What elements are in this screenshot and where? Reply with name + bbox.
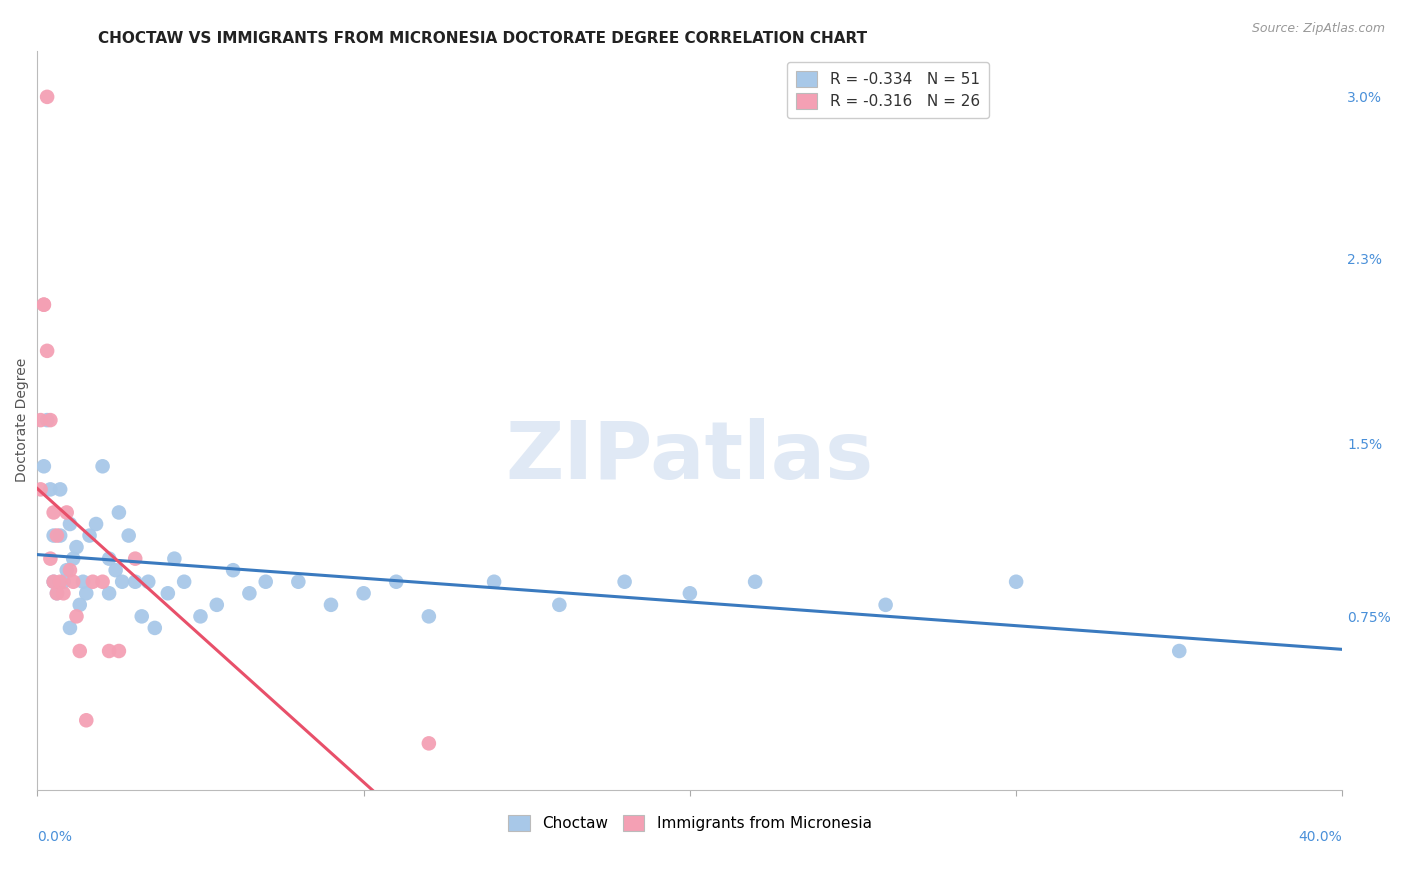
Point [84,516,107,531]
Point [62,551,84,566]
Point [59,621,82,635]
Y-axis label: Doctorate Degree: Doctorate Degree [15,358,30,483]
Point [163,551,186,566]
Point [62,574,84,589]
Legend: Choctaw, Immigrants from Micronesia: Choctaw, Immigrants from Micronesia [502,809,877,838]
Point [482,574,505,589]
Point [39,413,62,427]
Point [205,598,228,612]
Point [1168,644,1191,658]
Point [75,713,97,727]
Point [49,574,72,589]
Point [37,343,59,358]
Text: 40.0%: 40.0% [1299,830,1343,844]
Point [875,598,897,612]
Point [82,574,104,589]
Point [238,586,260,600]
Point [45,586,67,600]
Point [548,598,571,612]
Text: Source: ZipAtlas.com: Source: ZipAtlas.com [1251,22,1385,36]
Point [59,516,82,531]
Point [108,644,131,658]
Point [69,598,91,612]
Point [98,644,121,658]
Point [65,540,87,554]
Point [55,506,77,520]
Point [91,574,114,589]
Point [59,563,82,577]
Point [37,413,59,427]
Point [42,506,65,520]
Point [72,574,94,589]
Point [131,609,153,624]
Point [79,528,101,542]
Point [1005,574,1028,589]
Point [49,528,72,542]
Point [65,609,87,624]
Point [42,574,65,589]
Text: ZIPatlas: ZIPatlas [506,418,875,496]
Point [319,598,342,612]
Point [39,551,62,566]
Point [143,621,166,635]
Point [136,574,159,589]
Point [124,574,146,589]
Point [69,644,91,658]
Point [52,586,75,600]
Point [30,483,52,497]
Point [98,551,121,566]
Point [32,298,55,312]
Point [108,506,131,520]
Point [45,586,67,600]
Point [222,563,245,577]
Point [55,563,77,577]
Point [124,551,146,566]
Point [613,574,636,589]
Point [353,586,375,600]
Point [32,459,55,474]
Point [104,563,127,577]
Point [254,574,277,589]
Point [418,609,440,624]
Point [52,574,75,589]
Point [190,609,212,624]
Point [744,574,766,589]
Point [385,574,408,589]
Point [30,413,52,427]
Text: CHOCTAW VS IMMIGRANTS FROM MICRONESIA DOCTORATE DEGREE CORRELATION CHART: CHOCTAW VS IMMIGRANTS FROM MICRONESIA DO… [98,31,868,46]
Point [98,586,121,600]
Point [118,528,141,542]
Text: 0.0%: 0.0% [38,830,72,844]
Point [91,459,114,474]
Point [49,483,72,497]
Point [42,574,65,589]
Point [75,586,97,600]
Point [679,586,702,600]
Point [173,574,195,589]
Point [37,90,59,104]
Point [156,586,179,600]
Point [32,298,55,312]
Point [111,574,134,589]
Point [39,483,62,497]
Point [42,528,65,542]
Point [287,574,309,589]
Point [418,736,440,750]
Point [45,528,67,542]
